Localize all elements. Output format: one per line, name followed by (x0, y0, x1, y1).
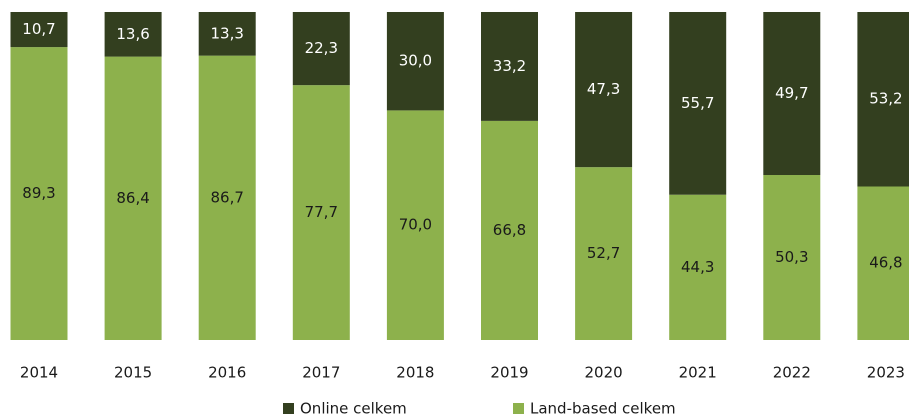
bar-segment (857, 186, 909, 340)
bar-segment (763, 175, 821, 340)
data-label: 33,2 (493, 57, 526, 75)
x-tick-label: 2015 (114, 364, 152, 382)
data-label: 55,7 (681, 94, 714, 112)
bar-segment (386, 110, 444, 341)
bar-segment (10, 47, 68, 340)
data-label: 30,0 (399, 52, 432, 70)
legend-label: Online celkem (300, 400, 407, 418)
legend-swatch (283, 403, 294, 414)
bar-segment (857, 12, 909, 187)
data-label: 86,4 (116, 189, 149, 207)
bar-segment (198, 55, 256, 341)
data-label: 53,2 (869, 90, 902, 108)
bar-segment (386, 12, 444, 111)
x-tick-label: 2018 (396, 364, 434, 382)
bar-segment (669, 12, 727, 195)
bar-segment (575, 12, 633, 168)
bar-segment (104, 12, 162, 57)
bar-segment (481, 120, 538, 341)
data-label: 89,3 (22, 184, 55, 202)
bar-segment (10, 12, 68, 48)
bar-segment (575, 167, 633, 340)
x-tick-label: 2022 (773, 364, 811, 382)
data-label: 46,8 (869, 254, 902, 272)
bar-segment (669, 194, 727, 340)
x-tick-label: 2016 (208, 364, 246, 382)
data-label: 47,3 (587, 80, 620, 98)
data-label: 50,3 (775, 248, 808, 266)
data-label: 86,7 (210, 188, 243, 206)
bar-segment (292, 85, 350, 340)
data-label: 49,7 (775, 84, 808, 102)
bar-segment (763, 12, 821, 176)
legend-label: Land-based celkem (530, 400, 676, 418)
x-tick-label: 2021 (679, 364, 717, 382)
data-label: 44,3 (681, 258, 714, 276)
bar-segment (198, 12, 256, 56)
data-label: 13,3 (210, 24, 243, 42)
data-label: 52,7 (587, 244, 620, 262)
legend-swatch (513, 403, 524, 414)
x-tick-label: 2017 (302, 364, 340, 382)
bar-segment (481, 12, 538, 121)
bar-segment (104, 56, 162, 340)
data-label: 77,7 (305, 203, 338, 221)
data-label: 10,7 (22, 20, 55, 38)
data-label: 70,0 (399, 216, 432, 234)
bar-segment (292, 12, 350, 86)
data-label: 13,6 (116, 25, 149, 43)
x-tick-label: 2020 (585, 364, 623, 382)
x-tick-label: 2023 (867, 364, 905, 382)
x-tick-label: 2019 (490, 364, 528, 382)
data-label: 22,3 (305, 39, 338, 57)
x-tick-label: 2014 (20, 364, 58, 382)
data-label: 66,8 (493, 221, 526, 239)
